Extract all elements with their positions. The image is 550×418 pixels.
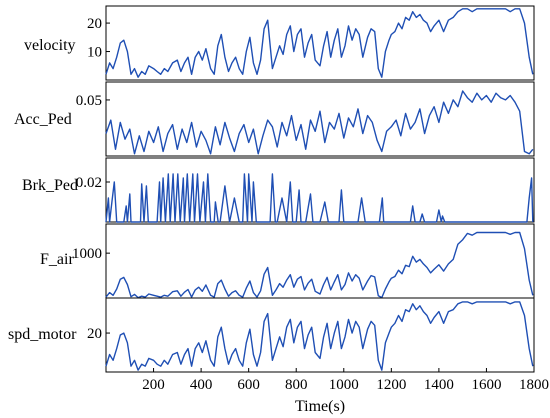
x-tick-label: 1600 (471, 377, 501, 393)
panel-f-air-series-line (105, 231, 534, 299)
x-tick-label: 400 (190, 377, 213, 393)
panel-f-air: F_air 1000 (40, 223, 535, 299)
panel-acc-ped-ytick-label: 0.05 (76, 93, 102, 109)
panel-f-air-ylabel: F_air (40, 251, 74, 268)
panel-spd-motor-ytick-label: 20 (87, 326, 102, 342)
panel-spd-motor-ylabel: spd_motor (8, 326, 77, 343)
panel-f-air-yticks: 1000 (72, 246, 110, 262)
panel-brk-ped: Brk_Ped 0.02 (22, 157, 535, 223)
panel-brk-ped-ylabel: Brk_Ped (22, 177, 78, 194)
x-tick-label: 1200 (376, 377, 406, 393)
panel-spd-motor-frame (105, 297, 535, 373)
panel-spd-motor: spd_motor 20 (8, 297, 535, 373)
x-tick-label: 1000 (329, 377, 359, 393)
panel-acc-ped-yticks: 0.05 (76, 93, 110, 109)
panel-velocity-yticks: 10 20 (87, 16, 110, 61)
panel-brk-ped-yticks: 0.02 (76, 175, 110, 191)
x-tick-label: 1800 (519, 377, 549, 393)
panel-f-air-frame (105, 223, 535, 299)
panel-velocity-frame (105, 5, 535, 81)
x-tick-label: 800 (285, 377, 308, 393)
panel-velocity: velocity 10 20 (24, 5, 535, 81)
panel-spd-motor-series-line (105, 301, 534, 371)
panel-velocity-ytick-label: 10 (87, 45, 102, 61)
panel-velocity-ytick-label: 20 (87, 16, 102, 32)
x-tick-label: 200 (142, 377, 165, 393)
panel-f-air-ytick-label: 1000 (72, 246, 102, 262)
x-tick-label: 600 (237, 377, 260, 393)
panel-brk-ped-ytick-label: 0.02 (76, 175, 102, 191)
panel-velocity-ylabel: velocity (24, 37, 76, 54)
x-axis-ticks: 200 400 600 800 1000 1200 1400 1600 1800 (142, 368, 549, 393)
panel-acc-ped: Acc_Ped 0.05 (14, 81, 535, 157)
panel-acc-ped-series-line (105, 90, 534, 155)
panel-velocity-series-line (105, 8, 534, 78)
panel-acc-ped-frame (105, 81, 535, 157)
panel-acc-ped-ylabel: Acc_Ped (14, 111, 72, 128)
x-tick-label: 1400 (424, 377, 454, 393)
panel-spd-motor-yticks: 20 (87, 326, 110, 342)
x-axis-label: Time(s) (295, 398, 345, 415)
panel-brk-ped-series-line (105, 173, 534, 223)
